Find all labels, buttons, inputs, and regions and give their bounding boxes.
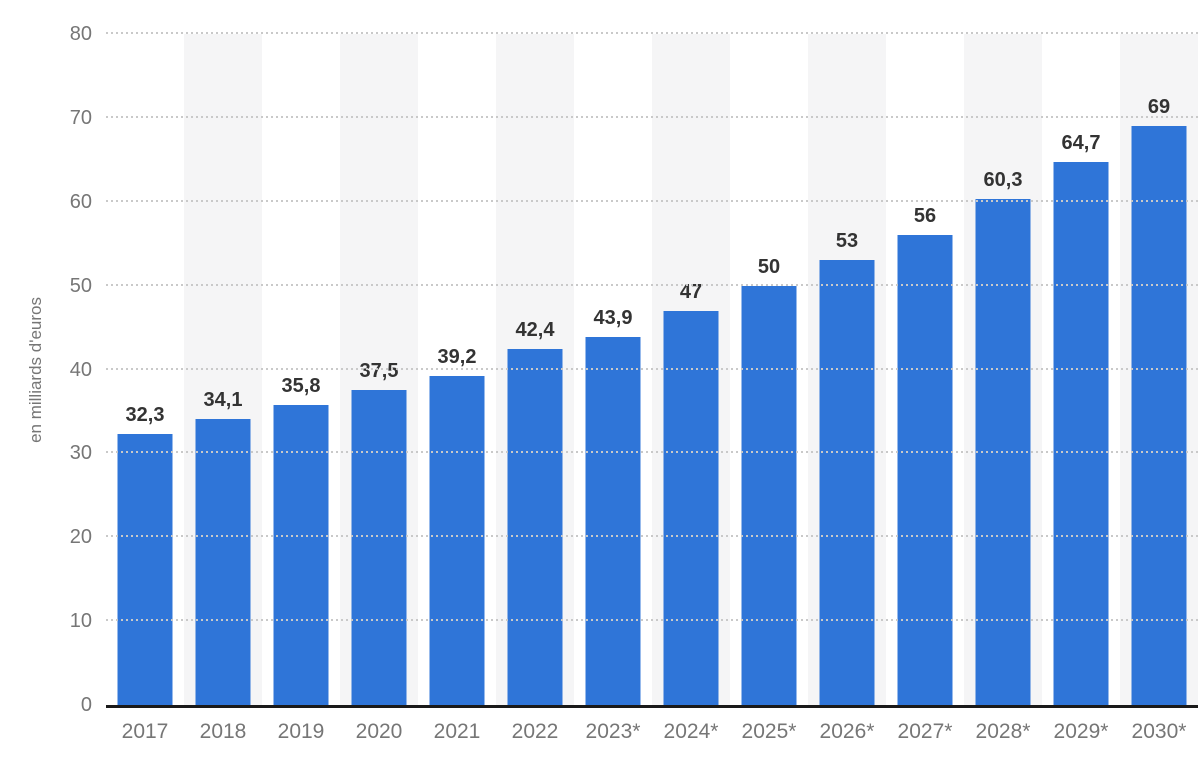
gridline-40 [106,367,1198,370]
x-tick-label-2027: 2027* [897,720,953,743]
bar-value-label-2022: 42,4 [515,319,555,342]
x-tick-label-2021: 2021 [433,720,481,743]
bar-2022 [507,349,563,705]
bar-2020 [351,390,407,705]
bar-2025 [741,285,797,705]
chart-column-2029: 64,7 2029* [1042,34,1120,742]
y-tick-label-60: 60 [69,190,92,213]
plot-area: 32,3 2017 34,1 2018 35,8 2019 37,5 2020 39,2 2021… [106,32,1198,742]
chart-column-2022: 42,4 2022 [496,34,574,742]
bar-2024 [663,310,719,705]
x-tick-label-2028: 2028* [975,720,1031,743]
x-tick-label-2025: 2025* [741,720,797,743]
x-tick-label-2029: 2029* [1053,720,1109,743]
bar-value-label-2030: 69 [1147,96,1171,119]
chart-column-2024: 47 2024* [652,34,730,742]
bar-2027 [897,235,953,705]
x-tick-label-2022: 2022 [511,720,559,743]
x-tick-label-2026: 2026* [819,720,875,743]
y-axis-tick-labels: 0 10 20 30 40 50 60 70 80 [0,24,92,715]
x-tick-label-2030: 2030* [1131,720,1187,743]
x-tick-label-2023: 2023* [585,720,641,743]
chart-column-2026: 53 2026* [808,34,886,742]
bar-2018 [195,419,251,705]
y-tick-label-80: 80 [69,23,92,45]
y-tick-label-50: 50 [69,274,92,297]
chart-column-2017: 32,3 2017 [106,34,184,742]
gridline-20 [106,535,1198,538]
x-tick-label-2017: 2017 [121,720,169,743]
chart-column-2030: 69 2030* [1120,34,1198,742]
bar-2030 [1131,126,1187,705]
bar-2029 [1053,162,1109,705]
bar-value-label-2019: 35,8 [281,374,321,397]
chart-column-2021: 39,2 2021 [418,34,496,742]
y-tick-label-0: 0 [80,694,92,716]
gridline-60 [106,199,1198,202]
bar-value-label-2029: 64,7 [1061,132,1101,155]
x-tick-label-2019: 2019 [277,720,325,743]
bar-2023 [585,336,641,705]
gridline-30 [106,451,1198,454]
chart-column-2025: 50 2025* [730,34,808,742]
chart-column-2018: 34,1 2018 [184,34,262,742]
bar-value-label-2020: 37,5 [359,360,399,383]
x-tick-label-2024: 2024* [663,720,719,743]
x-tick-label-2020: 2020 [355,720,403,743]
gridline-10 [106,619,1198,622]
y-tick-label-40: 40 [69,358,92,381]
bar-2017 [117,434,173,705]
gridline-50 [106,283,1198,286]
y-tick-label-10: 10 [69,610,92,633]
chart-column-2027: 56 2027* [886,34,964,742]
bar-value-label-2023: 43,9 [593,306,633,329]
chart-column-2019: 35,8 2019 [262,34,340,742]
chart-column-2023: 43,9 2023* [574,34,652,742]
y-tick-label-20: 20 [69,526,92,549]
chart-column-2020: 37,5 2020 [340,34,418,742]
x-axis-line [106,705,1198,708]
bar-2026 [819,260,875,705]
bar-value-label-2025: 50 [757,255,781,278]
bar-value-label-2027: 56 [913,205,937,228]
y-tick-label-30: 30 [69,442,92,465]
y-tick-label-70: 70 [69,106,92,129]
chart-columns: 32,3 2017 34,1 2018 35,8 2019 37,5 2020 39,2 2021… [106,34,1198,742]
bar-value-label-2028: 60,3 [983,169,1023,192]
x-tick-label-2018: 2018 [199,720,247,743]
bar-2019 [273,404,329,705]
gridline-80 [106,32,1198,34]
chart-column-2028: 60,3 2028* [964,34,1042,742]
bar-value-label-2021: 39,2 [437,346,477,369]
bar-value-label-2024: 47 [679,280,703,303]
gridline-70 [106,115,1198,118]
bar-2021 [429,376,485,705]
bar-value-label-2018: 34,1 [203,389,243,411]
bar-value-label-2017: 32,3 [125,404,165,427]
bar-value-label-2026: 53 [835,230,859,253]
